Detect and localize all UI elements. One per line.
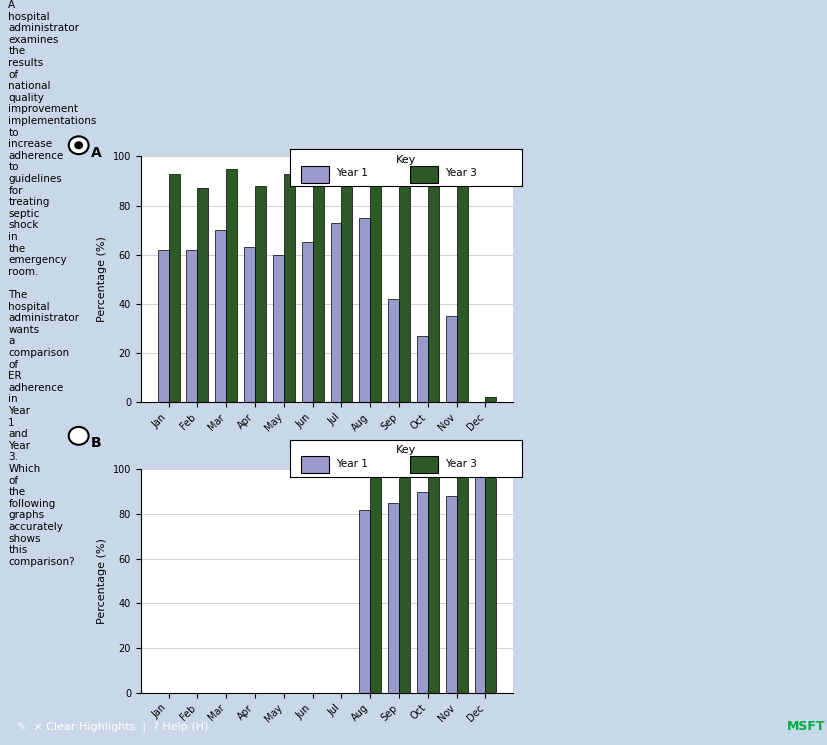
- Bar: [399, 168, 409, 402]
- Text: Year 1: Year 1: [336, 168, 367, 178]
- Bar: [417, 492, 428, 693]
- Bar: [388, 299, 399, 402]
- Bar: [457, 156, 467, 402]
- Bar: [485, 397, 496, 402]
- Bar: [399, 469, 409, 693]
- Bar: [330, 223, 341, 402]
- Text: A: A: [91, 146, 102, 159]
- Y-axis label: Percentage (%): Percentage (%): [97, 236, 107, 323]
- Text: Year 1: Year 1: [336, 459, 367, 469]
- Circle shape: [75, 142, 83, 148]
- Text: A hospital administrator examines the results of national quality improvement im: A hospital administrator examines the re…: [8, 0, 97, 567]
- Bar: [313, 174, 323, 402]
- FancyBboxPatch shape: [410, 456, 437, 473]
- Text: ✎  × Clear Highlights  |  ? Help (H): ✎ × Clear Highlights | ? Help (H): [17, 721, 208, 732]
- Text: Key: Key: [395, 155, 415, 165]
- Text: B: B: [91, 437, 102, 450]
- Y-axis label: Percentage (%): Percentage (%): [97, 538, 107, 624]
- Bar: [169, 174, 179, 402]
- Bar: [255, 186, 265, 402]
- Bar: [370, 469, 380, 693]
- Bar: [186, 250, 197, 402]
- Bar: [388, 503, 399, 693]
- Bar: [197, 188, 208, 402]
- Bar: [273, 255, 284, 402]
- Circle shape: [69, 136, 88, 154]
- Text: Year 3: Year 3: [445, 459, 476, 469]
- Bar: [359, 218, 370, 402]
- Bar: [370, 168, 380, 402]
- FancyBboxPatch shape: [410, 166, 437, 183]
- Bar: [445, 316, 457, 402]
- Bar: [445, 496, 457, 693]
- Bar: [215, 230, 226, 402]
- Text: Year 3: Year 3: [445, 168, 476, 178]
- Text: MSFT: MSFT: [786, 720, 824, 733]
- Bar: [244, 247, 255, 402]
- Bar: [457, 469, 467, 693]
- Bar: [428, 156, 438, 402]
- FancyBboxPatch shape: [301, 456, 329, 473]
- Circle shape: [69, 427, 88, 445]
- Bar: [284, 174, 294, 402]
- Bar: [301, 243, 313, 402]
- Bar: [359, 510, 370, 693]
- Text: Key: Key: [395, 446, 415, 455]
- Bar: [226, 168, 237, 402]
- Bar: [485, 469, 496, 693]
- Bar: [157, 250, 169, 402]
- Bar: [417, 336, 428, 402]
- Bar: [474, 469, 485, 693]
- Bar: [341, 174, 352, 402]
- Bar: [428, 469, 438, 693]
- FancyBboxPatch shape: [301, 166, 329, 183]
